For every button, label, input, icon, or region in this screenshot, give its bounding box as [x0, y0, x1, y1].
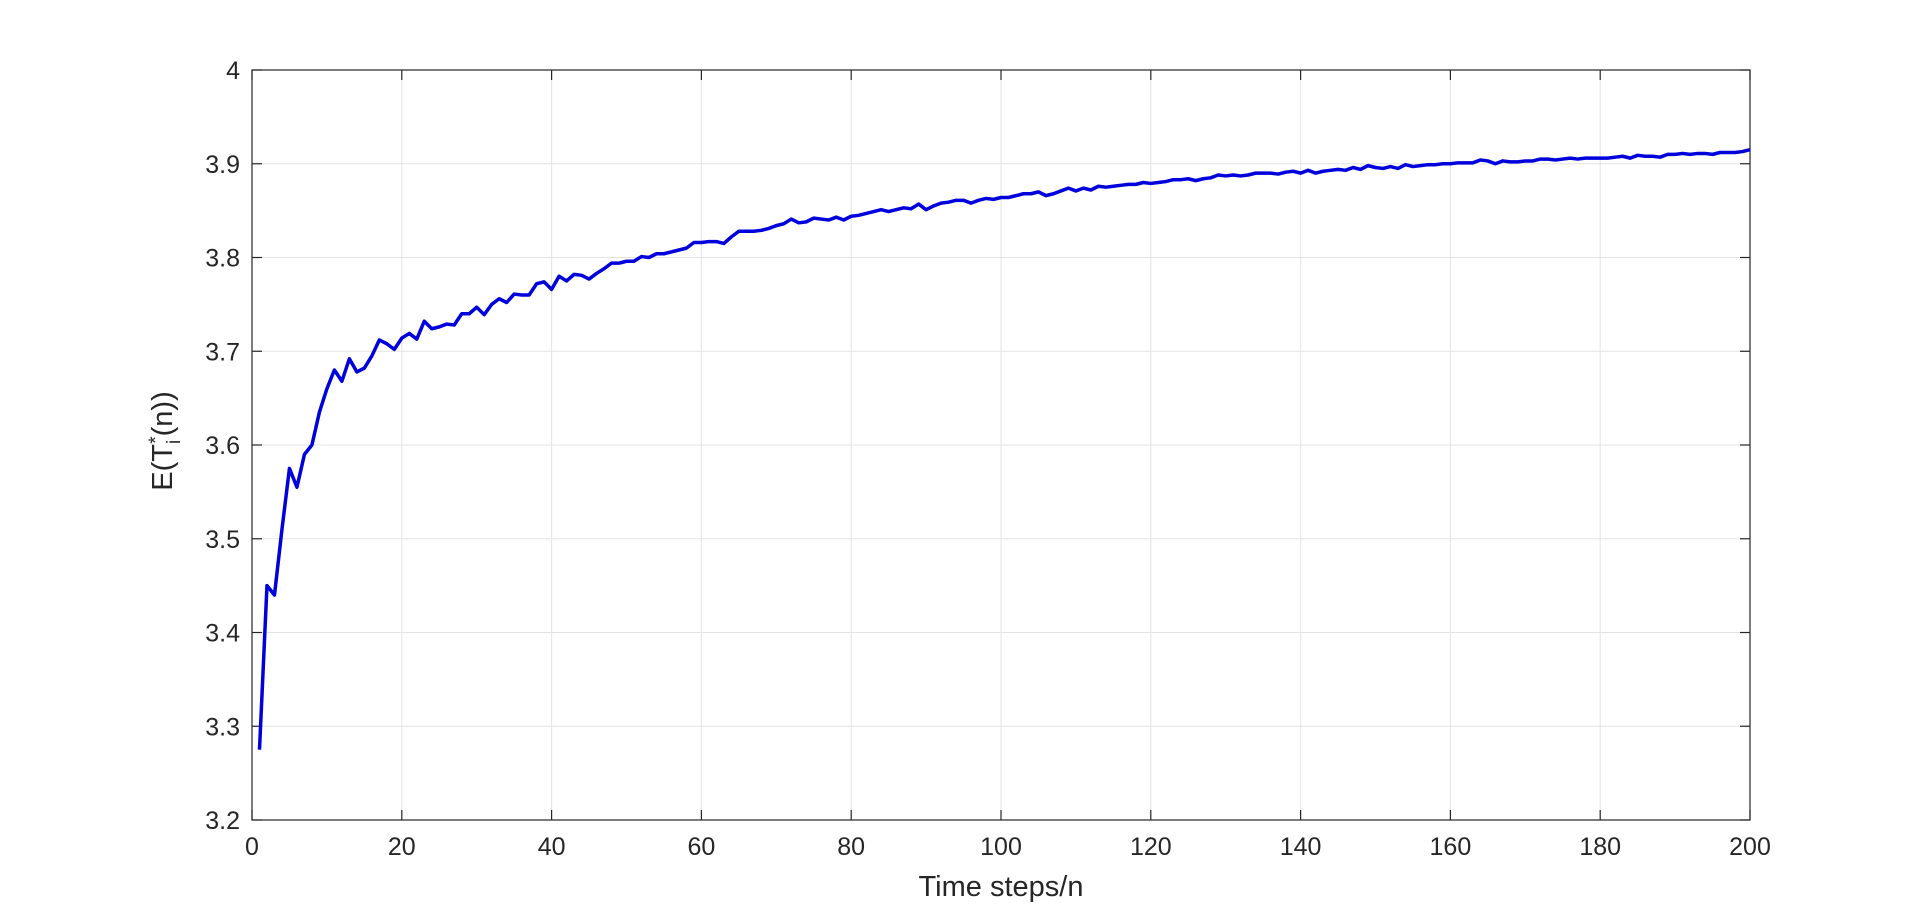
- y-tick-label: 3.3: [205, 713, 240, 741]
- y-label-part: (n)): [147, 391, 179, 436]
- x-tick-label: 60: [687, 833, 715, 861]
- y-label-sub: i: [164, 440, 185, 444]
- x-tick-label: 100: [980, 833, 1022, 861]
- y-axis-label: E(Ti*(n)): [146, 391, 185, 490]
- x-tick-label: 80: [837, 833, 865, 861]
- x-tick-label: 0: [245, 833, 259, 861]
- x-tick-label: 40: [538, 833, 566, 861]
- y-label-part: E(T: [147, 444, 179, 491]
- x-tick-label: 140: [1280, 833, 1322, 861]
- x-tick-label: 180: [1579, 833, 1621, 861]
- x-tick-label: 160: [1430, 833, 1472, 861]
- x-tick-label: 120: [1130, 833, 1172, 861]
- plot-frame: [251, 69, 1751, 821]
- y-tick-label: 3.4: [205, 620, 240, 648]
- y-tick-label: 3.8: [205, 245, 240, 273]
- y-tick-label: 3.2: [205, 807, 240, 835]
- y-tick-label: 3.6: [205, 432, 240, 460]
- y-tick-label: 3.9: [205, 151, 240, 179]
- x-axis-label: Time steps/n: [919, 871, 1084, 903]
- y-tick-label: 4: [226, 57, 240, 85]
- y-tick-label: 3.7: [205, 338, 240, 366]
- y-tick-label: 3.5: [205, 526, 240, 554]
- x-tick-label: 200: [1729, 833, 1771, 861]
- x-tick-label: 20: [388, 833, 416, 861]
- data-line: [257, 147, 1751, 750]
- y-label-sup: *: [146, 436, 167, 444]
